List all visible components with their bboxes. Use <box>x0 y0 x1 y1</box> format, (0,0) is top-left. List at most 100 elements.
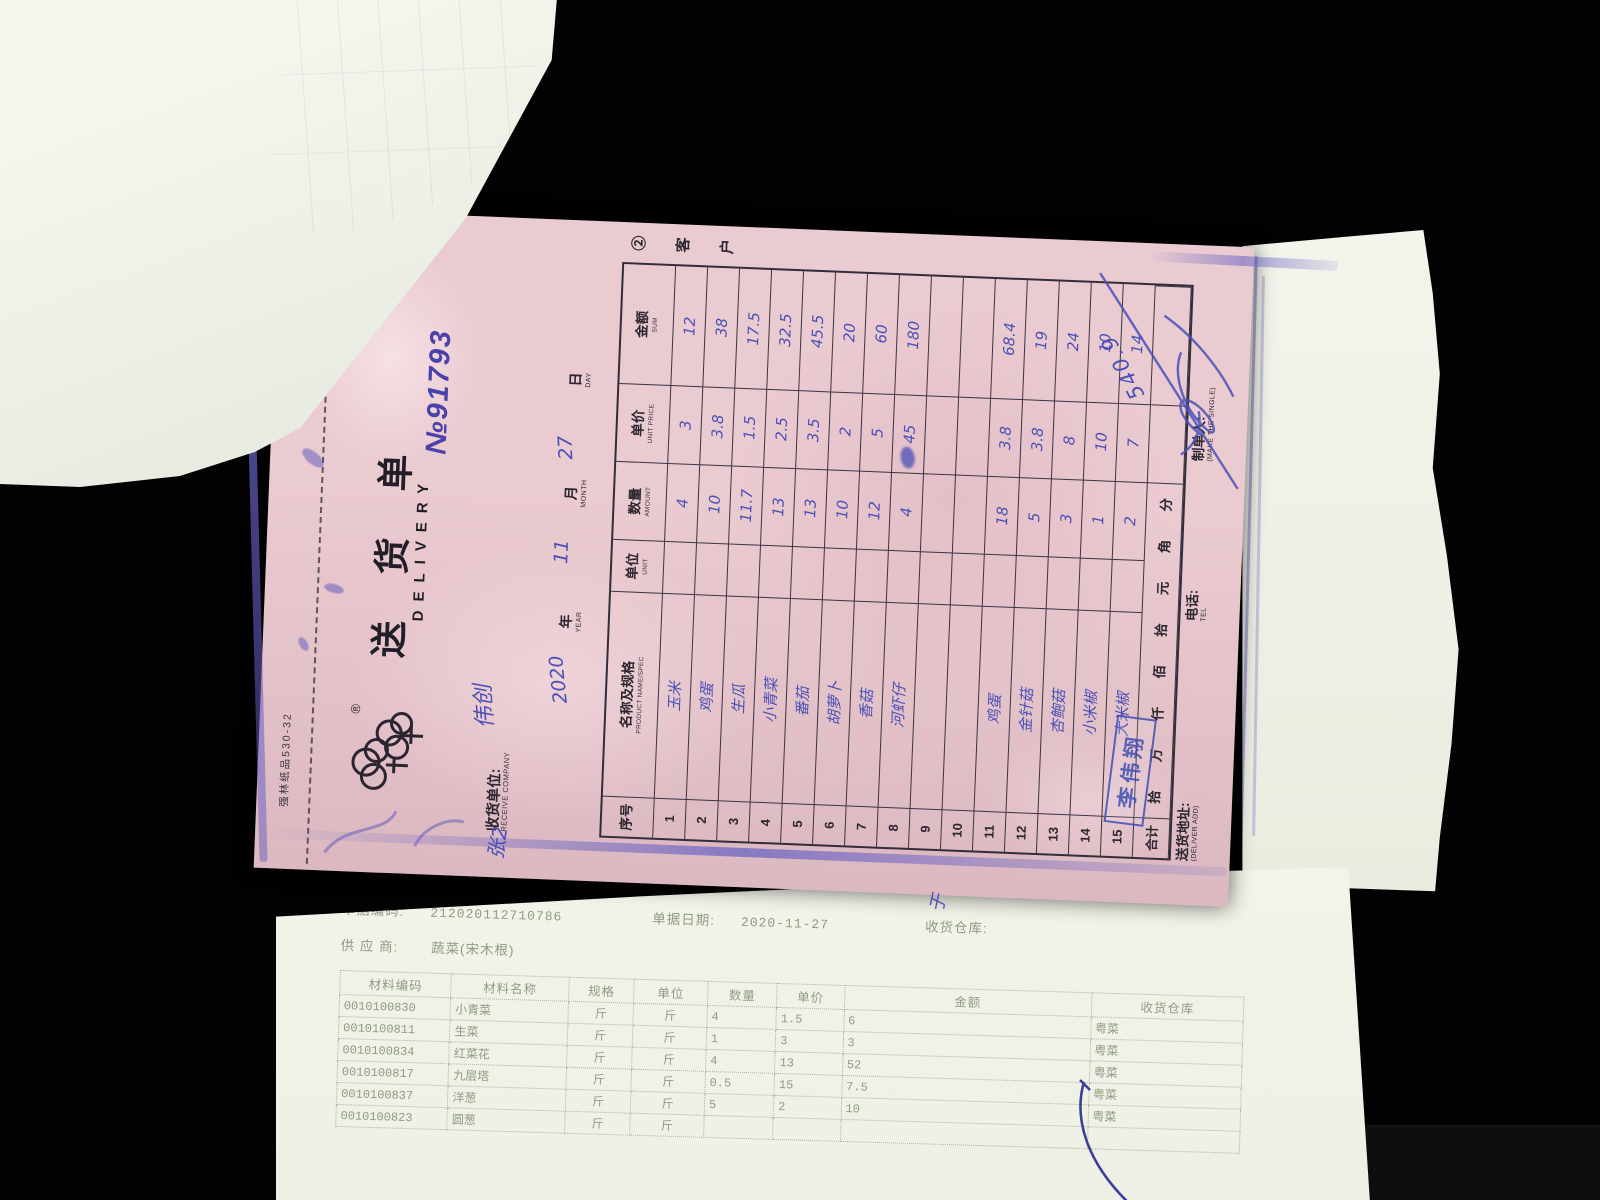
ghost-rule <box>336 0 355 230</box>
registered-mark: ® <box>348 703 363 714</box>
row-amount: 12 <box>856 470 893 550</box>
warehouse-label: 收货仓库: <box>924 919 988 937</box>
receipt-cell: 0010100837 <box>336 1082 449 1108</box>
warehouse-receipt-sheet: 单据编码: 212020112710786 单据日期: 2020-11-27 收… <box>276 866 1370 1200</box>
col-header-name: 名称及规格 PRODUCT NAME/SPEC <box>602 590 664 798</box>
col-header-amount: 数量 AMOUNT <box>613 460 669 541</box>
receipt-cell: 斤 <box>566 1067 632 1092</box>
receipt-cell: 斤 <box>566 1045 633 1070</box>
receipt-cell: 斤 <box>630 1091 705 1116</box>
maker-signature-scribble <box>1099 272 1239 490</box>
row-seq: 9 <box>908 807 943 850</box>
row-amount: 10 <box>697 464 733 544</box>
row-unit <box>886 549 921 604</box>
row-seq: 10 <box>940 809 975 851</box>
receipt-cell <box>772 1117 841 1142</box>
row-unit-price: 45 <box>892 394 928 474</box>
receipt-cell: 0.5 <box>704 1071 775 1096</box>
row-unit-price: 3.8 <box>1019 399 1056 479</box>
supplier-label: 供 应 商: <box>340 937 399 955</box>
receipt-cell: 0010100823 <box>335 1104 448 1130</box>
row-amount <box>920 473 956 553</box>
receipt-cell: 斤 <box>568 1001 634 1026</box>
receipt-col-header: 规格 <box>568 977 635 1004</box>
receipt-col-header: 单价 <box>776 983 845 1010</box>
row-amount: 5 <box>1016 477 1052 557</box>
row-unit <box>854 548 889 602</box>
row-amount: 13 <box>761 466 797 547</box>
receipt-cell: 斤 <box>564 1111 631 1136</box>
row-seq: 12 <box>1004 811 1039 854</box>
col-header-seq: 序号 <box>601 795 655 838</box>
row-seq: 14 <box>1068 814 1103 856</box>
receipt-col-header: 数量 <box>707 981 778 1008</box>
row-seq: 13 <box>1036 813 1071 855</box>
row-amount: 13 <box>792 468 829 548</box>
row-unit-price: 3.8 <box>700 386 736 466</box>
caps-digit: 拾 <box>1153 622 1169 638</box>
row-unit-price: 3.8 <box>987 397 1024 478</box>
row-unit-price <box>955 396 992 476</box>
caps-digit: 角 <box>1156 539 1173 554</box>
row-unit <box>758 544 793 599</box>
row-seq: 7 <box>845 805 879 847</box>
row-seq: 1 <box>653 797 687 839</box>
row-sum: 180 <box>895 275 932 396</box>
date-month-handwritten: 11 <box>550 539 574 565</box>
ghost-rule <box>417 0 434 205</box>
row-seq: 4 <box>749 801 783 843</box>
receipt-cell: 圆葱 <box>447 1107 566 1134</box>
month-label: 月 <box>562 485 580 501</box>
receipt-cell: 4 <box>705 1049 776 1074</box>
receipt-cell: 3 <box>775 1029 844 1054</box>
row-unit-price: 1.5 <box>732 387 768 467</box>
row-seq: 3 <box>717 800 751 842</box>
row-sum: 17.5 <box>735 268 773 389</box>
receipt-cell: 5 <box>704 1093 775 1118</box>
ghost-rule <box>280 65 540 76</box>
col-header-price: 单价 UNIT PRICE <box>616 382 672 463</box>
scribble-blot <box>898 445 917 470</box>
ghost-rule <box>270 145 510 156</box>
doc-date-value: 2020-11-27 <box>740 914 830 933</box>
ghost-rule <box>377 0 394 220</box>
underlying-copy-pages <box>1242 230 1459 892</box>
row-unit <box>822 547 857 601</box>
row-seq: 11 <box>972 810 1007 852</box>
supplier-value: 蔬菜(宋木根) <box>430 940 515 959</box>
row-unit-price: 3.5 <box>796 390 832 470</box>
row-unit <box>918 551 953 605</box>
receipt-col-header: 单位 <box>633 979 709 1006</box>
row-unit <box>982 553 1017 608</box>
row-unit-price <box>924 395 960 475</box>
day-label: 日 <box>567 372 584 387</box>
receipt-cell: 斤 <box>631 1047 707 1072</box>
background-table-edge <box>1360 1125 1600 1200</box>
receipt-cell: 2 <box>773 1095 842 1120</box>
pen-stroke <box>1079 1079 1128 1200</box>
row-amount: 18 <box>984 475 1020 556</box>
row-unit <box>1078 557 1113 611</box>
row-unit-price: 5 <box>860 392 896 472</box>
copy-number-label: ② 客 户 <box>630 235 741 257</box>
year-label: 年 <box>557 614 575 629</box>
row-unit-price: 2 <box>828 391 864 471</box>
row-unit <box>1046 556 1081 610</box>
row-sum: 12 <box>671 266 709 387</box>
row-sum: 38 <box>703 267 741 388</box>
row-unit <box>1110 558 1145 613</box>
row-amount: 10 <box>824 469 861 549</box>
receipt-cell: 斤 <box>632 1025 707 1050</box>
receipt-col-header: 材料编码 <box>339 970 452 998</box>
row-seq: 5 <box>781 802 815 845</box>
date-day-handwritten: 27 <box>554 435 578 461</box>
receipt-cell: 斤 <box>629 1113 705 1138</box>
row-sum: 45.5 <box>799 271 837 392</box>
row-unit <box>726 543 762 597</box>
doc-code-value: 212020112710786 <box>430 905 563 925</box>
doc-date-label: 单据日期: <box>652 911 716 929</box>
row-unit <box>790 546 825 600</box>
row-sum: 19 <box>1023 280 1060 401</box>
date-year-handwritten: 2020 <box>545 654 572 705</box>
receipt-cell <box>703 1115 774 1140</box>
